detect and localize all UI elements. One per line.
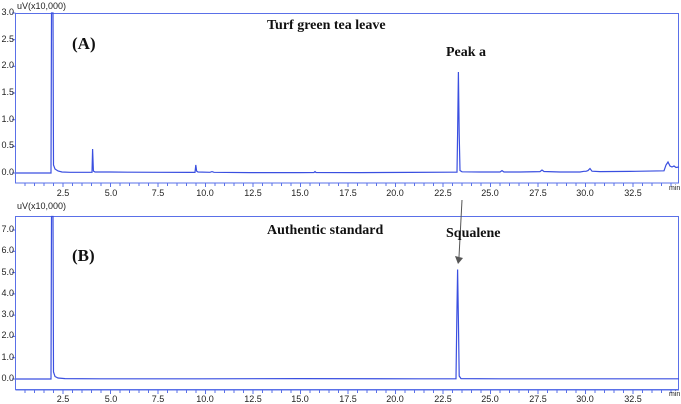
chart-plot-a	[12, 12, 680, 187]
x-tick-label: 17.5	[339, 188, 357, 198]
y-axis-ticks	[12, 229, 16, 380]
chromatogram-trace-a	[16, 12, 680, 174]
y-tick-label: 5.0	[1, 267, 14, 277]
x-tick-label: 22.5	[434, 188, 452, 198]
y-tick-label: 2.5	[1, 34, 14, 44]
x-tick-label: 27.5	[529, 188, 547, 198]
y-tick-label: 0.0	[1, 373, 14, 383]
y-tick-label: 3.0	[1, 7, 14, 17]
x-tick-label: 25.0	[481, 188, 499, 198]
y-tick-label: 4.0	[1, 288, 14, 298]
x-axis-ticks	[24, 390, 672, 394]
x-tick-label: 27.5	[529, 394, 547, 404]
x-axis-unit-label: min	[669, 391, 681, 398]
x-tick-label: 7.5	[151, 394, 165, 404]
y-axis-unit-label: uV(x10,000)	[17, 1, 67, 11]
y-tick-label: 1.5	[1, 87, 14, 97]
y-tick-label: 1.0	[1, 352, 14, 362]
x-axis-unit-label: min	[669, 185, 681, 192]
x-tick-label: 32.5	[624, 394, 642, 404]
x-tick-label: 12.5	[244, 394, 262, 404]
y-tick-label: 7.0	[1, 224, 14, 234]
x-tick-label: 10.0	[196, 394, 214, 404]
x-tick-label: 15.0	[291, 394, 309, 404]
x-tick-label: 7.5	[151, 188, 165, 198]
y-axis-ticks	[12, 12, 16, 174]
x-tick-label: 25.0	[481, 394, 499, 404]
chart-title-a: Turf green tea leave	[267, 18, 386, 33]
x-tick-label: 2.5	[56, 394, 70, 404]
plot-frame	[15, 216, 679, 390]
y-axis-unit-label: uV(x10,000)	[17, 201, 67, 211]
x-tick-label: 17.5	[339, 394, 357, 404]
y-tick-label: 3.0	[1, 309, 14, 319]
x-axis-ticks	[24, 183, 672, 187]
peak-arrow-line	[458, 200, 463, 258]
chromatogram-trace-b	[16, 215, 679, 380]
peak-label-squalene: Squalene	[446, 226, 501, 241]
chromatogram-panel-a: uV(x10,000)	[0, 0, 681, 200]
y-tick-label: 2.0	[1, 60, 14, 70]
chromatogram-panel-b: uV(x10,000)	[0, 200, 681, 404]
peak-arrow-head-icon	[455, 256, 463, 264]
chart-title-b: Authentic standard	[267, 223, 384, 238]
x-tick-label: 20.0	[386, 188, 404, 198]
peak-label-a: Peak a	[446, 45, 487, 60]
y-tick-label: 0.5	[1, 140, 14, 150]
y-tick-label: 6.0	[1, 245, 14, 255]
x-tick-label: 22.5	[434, 394, 452, 404]
x-tick-label: 15.0	[291, 188, 309, 198]
y-tick-label: 1.0	[1, 114, 14, 124]
x-tick-label: 10.0	[196, 188, 214, 198]
x-tick-label: 12.5	[244, 188, 262, 198]
x-tick-label: 5.0	[104, 394, 118, 404]
x-tick-label: 20.0	[386, 394, 404, 404]
panel-letter-a: (A)	[72, 34, 96, 53]
x-tick-label: 5.0	[104, 188, 118, 198]
y-tick-label: 0.0	[1, 167, 14, 177]
plot-frame	[15, 13, 679, 184]
x-tick-label: 30.0	[576, 188, 594, 198]
panel-letter-b: (B)	[72, 246, 95, 265]
x-tick-label: 2.5	[56, 188, 70, 198]
x-tick-label: 30.0	[576, 394, 594, 404]
y-tick-label: 2.0	[1, 330, 14, 340]
x-tick-label: 32.5	[624, 188, 642, 198]
chart-plot-b	[12, 200, 679, 394]
